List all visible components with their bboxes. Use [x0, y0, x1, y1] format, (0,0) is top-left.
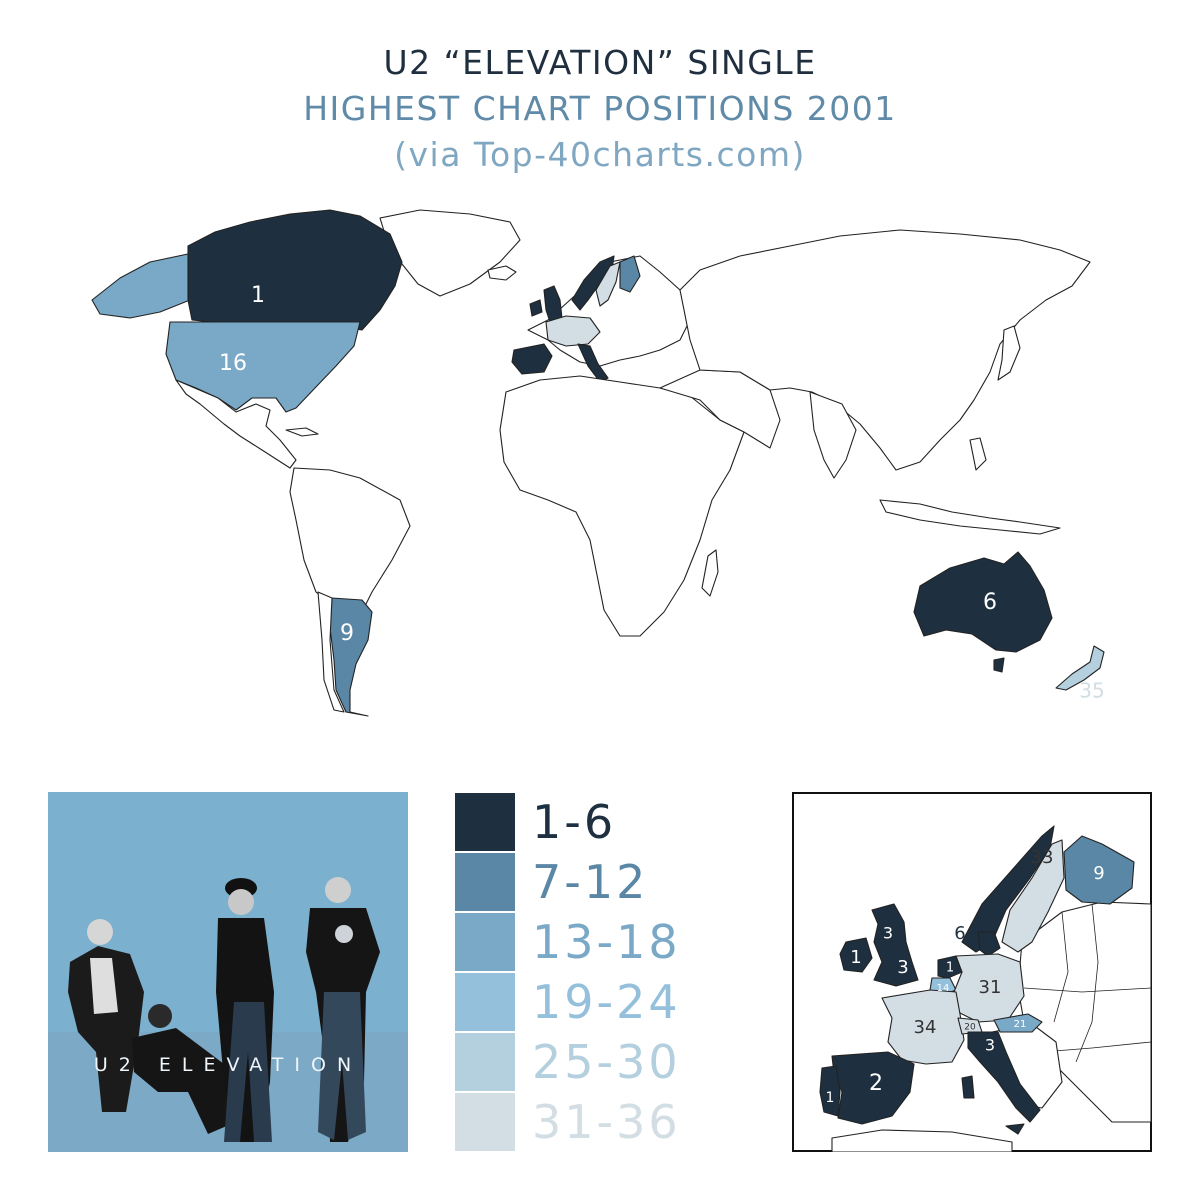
- tasmania-shape: [993, 657, 1005, 673]
- finland-shape: [619, 255, 641, 293]
- ireland-shape: [529, 299, 543, 317]
- legend-swatch: [454, 972, 516, 1032]
- source-note: (via Top-40charts.com): [394, 135, 806, 174]
- legend-label: 31-36: [532, 1095, 681, 1149]
- uk-shape: [543, 285, 563, 323]
- iceland-shape: [487, 265, 517, 281]
- legend-label: 7-12: [532, 855, 649, 909]
- album-cover: U2 ELEVATION: [48, 792, 408, 1152]
- inset-finland-shape: [1063, 835, 1135, 905]
- inset-germany-shape: [953, 953, 1025, 1023]
- cuba-shape: [285, 427, 319, 437]
- legend-swatch: [454, 852, 516, 912]
- inset-label-switzerland: 20: [964, 1023, 976, 1033]
- inset-label-denmark: 6: [954, 923, 965, 944]
- legend-label: 13-18: [532, 915, 681, 969]
- madagascar-shape: [701, 549, 719, 597]
- inset-portugal-shape: [819, 1065, 841, 1117]
- page-subtitle: HIGHEST CHART POSITIONS 2001: [303, 89, 897, 128]
- europe-inset-map: 5 33 9 6 3 1 3 1 14 31 34 20 21 3 2 1: [792, 792, 1152, 1152]
- inset-netherlands-shape: [937, 955, 963, 979]
- legend-label: 19-24: [532, 975, 681, 1029]
- argentina-shape: [329, 597, 373, 717]
- indonesia-shape: [879, 499, 1061, 535]
- legend-swatch: [454, 1092, 516, 1152]
- legend-swatch: [454, 912, 516, 972]
- inset-label-ireland: 1: [850, 947, 861, 968]
- legend-item: 31-36: [454, 1092, 754, 1152]
- legend-label: 25-30: [532, 1035, 681, 1089]
- title-block: U2 “ELEVATION” SINGLE HIGHEST CHART POSI…: [0, 40, 1200, 178]
- new-zealand-shape: [1055, 645, 1105, 691]
- iberia-shape: [511, 343, 553, 375]
- inset-italy-shape: [967, 1031, 1041, 1123]
- inset-austria-shape: [993, 1013, 1043, 1033]
- west-europe-shape: [545, 315, 601, 347]
- legend-item: 13-18: [454, 912, 754, 972]
- color-legend: 1-6 7-12 13-18 19-24 25-30 31-36: [454, 792, 754, 1152]
- legend-item: 19-24: [454, 972, 754, 1032]
- inset-label-scotland: 3: [883, 924, 893, 943]
- world-label-new-zealand: 35: [1079, 679, 1104, 703]
- inset-label-sweden: 33: [1031, 847, 1054, 868]
- band-photo: [48, 792, 408, 1152]
- south-america-shape: [289, 467, 411, 613]
- india-shape: [809, 391, 857, 479]
- inset-label-norway: 5: [976, 877, 989, 901]
- inset-sardinia-shape: [961, 1075, 975, 1099]
- chile-shape: [317, 591, 345, 713]
- inset-sicily-shape: [1005, 1123, 1025, 1135]
- world-label-australia: 6: [983, 590, 997, 615]
- legend-swatch: [454, 1032, 516, 1092]
- page-title: U2 “ELEVATION” SINGLE: [383, 43, 817, 82]
- north-africa-shape: [831, 1129, 1013, 1152]
- inset-label-netherlands: 1: [946, 961, 954, 976]
- canada-shape: [187, 209, 403, 331]
- world-map: 1 16 9 6 35: [91, 209, 1105, 717]
- japan-shape: [997, 325, 1021, 381]
- inset-label-uk: 3: [897, 957, 908, 978]
- inset-label-finland: 9: [1093, 863, 1104, 884]
- eastern-borders: [1023, 903, 1152, 1063]
- world-label-canada: 1: [251, 283, 265, 308]
- inset-sweden-shape: [1001, 839, 1065, 953]
- inset-uk-shape: [871, 903, 919, 987]
- asia-shape: [679, 229, 1091, 471]
- inset-france-shape: [881, 989, 965, 1065]
- sweden-shape: [595, 261, 621, 307]
- legend-item: 7-12: [454, 852, 754, 912]
- inset-label-belgium: 14: [937, 983, 950, 994]
- inset-label-austria: 21: [1014, 1019, 1027, 1030]
- inset-denmark-shape: [977, 931, 1001, 957]
- australia-shape: [913, 551, 1053, 653]
- mexico-shape: [175, 379, 297, 469]
- legend-item: 25-30: [454, 1032, 754, 1092]
- inset-label-france: 34: [914, 1017, 937, 1038]
- legend-swatch: [454, 792, 516, 852]
- inset-label-germany: 31: [979, 977, 1002, 998]
- world-label-argentina: 9: [340, 621, 354, 646]
- world-label-usa: 16: [219, 351, 247, 376]
- africa-shape: [499, 375, 745, 637]
- philippines-shape: [969, 437, 987, 471]
- legend-label: 1-6: [532, 795, 617, 849]
- inset-ireland-shape: [839, 937, 873, 973]
- inset-label-italy: 3: [985, 1036, 995, 1055]
- inset-label-spain: 2: [869, 1071, 883, 1096]
- greenland-shape: [379, 209, 521, 297]
- cover-title: U2 ELEVATION: [93, 1054, 363, 1076]
- legend-item: 1-6: [454, 792, 754, 852]
- inset-label-portugal: 1: [826, 1090, 835, 1106]
- italy-shape: [577, 343, 609, 383]
